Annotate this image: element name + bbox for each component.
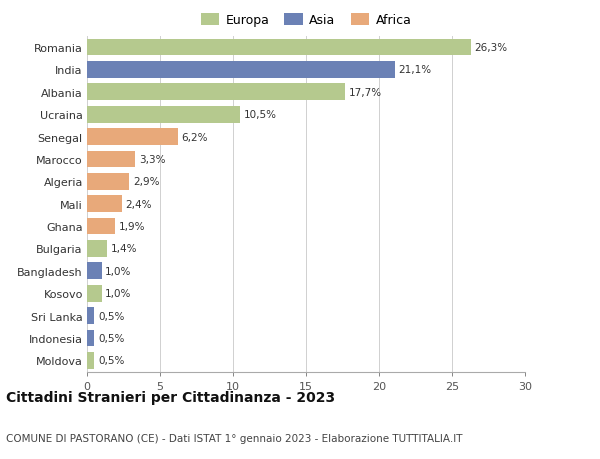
Bar (87, 39, 471, 56)
Bar (87, 106, 240, 123)
Text: 0,5%: 0,5% (98, 356, 124, 366)
Text: 0,5%: 0,5% (98, 311, 124, 321)
Text: 6,2%: 6,2% (181, 132, 208, 142)
Text: 21,1%: 21,1% (399, 65, 432, 75)
Bar (87, 330, 94, 347)
Text: 1,4%: 1,4% (111, 244, 137, 254)
Text: 17,7%: 17,7% (349, 88, 382, 98)
Bar (87, 174, 130, 190)
Text: 26,3%: 26,3% (475, 43, 508, 53)
Text: 10,5%: 10,5% (244, 110, 277, 120)
Bar (87, 84, 346, 101)
Bar (87, 241, 107, 257)
Bar (87, 263, 101, 280)
Bar (87, 308, 94, 325)
Bar (87, 62, 395, 78)
Text: 2,9%: 2,9% (133, 177, 160, 187)
Text: 1,0%: 1,0% (105, 266, 131, 276)
Bar (87, 352, 94, 369)
Text: 1,9%: 1,9% (118, 222, 145, 232)
Legend: Europa, Asia, Africa: Europa, Asia, Africa (200, 13, 412, 27)
Text: 1,0%: 1,0% (105, 289, 131, 299)
Text: 3,3%: 3,3% (139, 155, 166, 165)
Bar (87, 196, 122, 213)
Bar (87, 285, 101, 302)
Text: Cittadini Stranieri per Cittadinanza - 2023: Cittadini Stranieri per Cittadinanza - 2… (6, 391, 335, 405)
Text: 0,5%: 0,5% (98, 333, 124, 343)
Text: COMUNE DI PASTORANO (CE) - Dati ISTAT 1° gennaio 2023 - Elaborazione TUTTITALIA.: COMUNE DI PASTORANO (CE) - Dati ISTAT 1°… (6, 433, 463, 442)
Text: 2,4%: 2,4% (125, 199, 152, 209)
Bar (87, 129, 178, 146)
Bar (87, 218, 115, 235)
Bar (87, 151, 135, 168)
